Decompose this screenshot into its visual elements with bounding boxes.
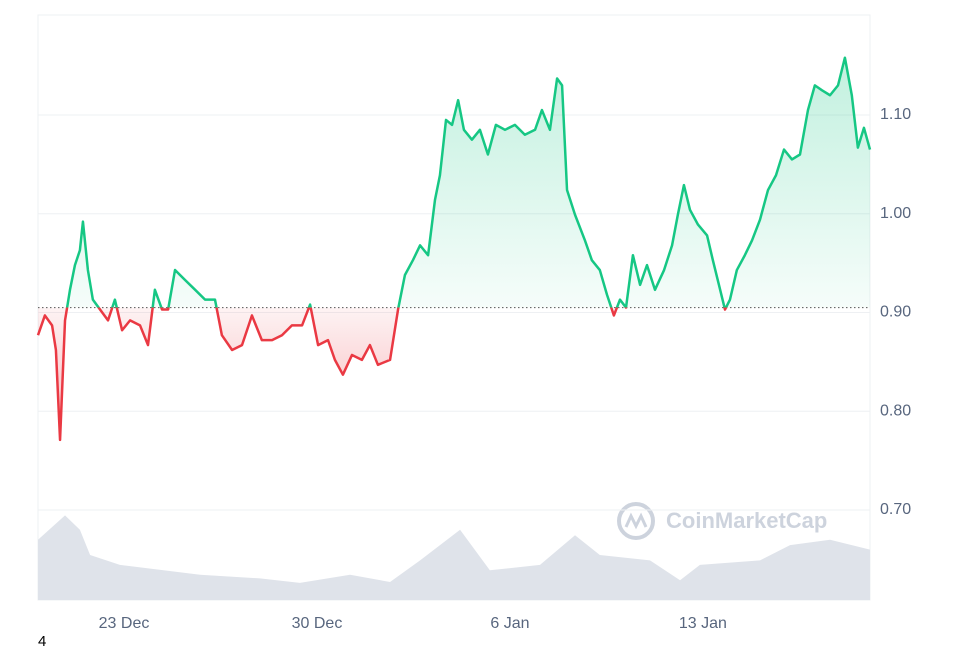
y-tick-label: 0.80 <box>880 402 911 419</box>
x-tick-label: 30 Dec <box>292 615 343 632</box>
y-tick-label: 1.10 <box>880 106 911 123</box>
x-tick-label: 13 Jan <box>679 615 727 632</box>
x-tick-label: 6 Jan <box>490 615 529 632</box>
footnote: 4 <box>38 633 46 650</box>
y-tick-label: 0.90 <box>880 304 911 321</box>
watermark: CoinMarketCap <box>617 502 827 540</box>
watermark-text: CoinMarketCap <box>666 508 827 533</box>
volume-area <box>38 515 870 600</box>
x-tick-label: 23 Dec <box>99 615 150 632</box>
price-area <box>38 57 870 440</box>
price-line <box>36 56 872 442</box>
y-tick-label: 1.00 <box>880 205 911 222</box>
y-tick-label: 0.70 <box>880 501 911 518</box>
